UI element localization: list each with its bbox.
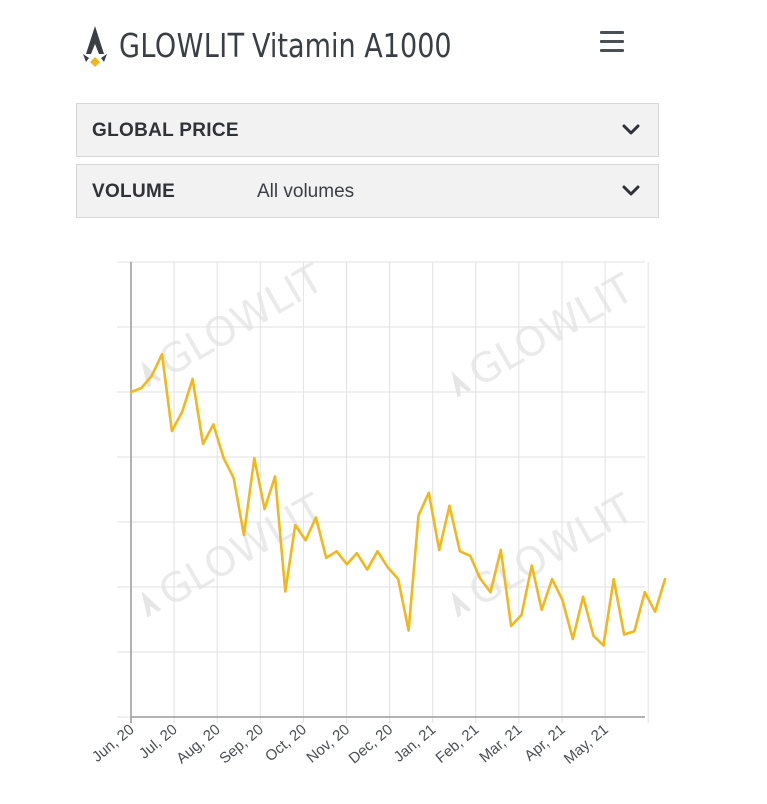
volume-dropdown[interactable]: VOLUME All volumes bbox=[76, 164, 659, 218]
data-point bbox=[653, 610, 657, 613]
data-point bbox=[181, 410, 184, 413]
data-point bbox=[478, 577, 482, 580]
grid-lines bbox=[117, 261, 649, 723]
data-point bbox=[263, 507, 266, 511]
series-line-0 bbox=[129, 352, 667, 647]
series-layer bbox=[129, 352, 667, 647]
global-price-label: GLOBAL PRICE bbox=[92, 120, 239, 141]
data-point bbox=[129, 390, 133, 394]
data-point bbox=[160, 353, 164, 356]
data-point bbox=[335, 550, 338, 553]
x-tick-label: Jan, 21 bbox=[391, 721, 440, 766]
data-point bbox=[355, 552, 359, 555]
data-point bbox=[232, 476, 235, 479]
volume-value: All volumes bbox=[257, 181, 355, 202]
data-point bbox=[304, 539, 307, 542]
data-point bbox=[314, 516, 318, 519]
data-point bbox=[509, 624, 513, 628]
brand-name: GLOWLIT bbox=[119, 26, 245, 65]
x-tick-label: Mar, 21 bbox=[476, 721, 525, 766]
x-tick-label: May, 21 bbox=[561, 721, 612, 768]
product-title: Vitamin A1000 bbox=[252, 26, 452, 65]
data-point bbox=[489, 591, 492, 594]
data-point bbox=[602, 644, 605, 647]
data-point bbox=[284, 590, 287, 593]
data-point bbox=[468, 554, 472, 557]
watermark-icon bbox=[141, 591, 162, 618]
watermark-2: GLOWLIT bbox=[141, 485, 332, 618]
axes bbox=[130, 262, 645, 723]
x-tick-label: Feb, 21 bbox=[432, 721, 482, 767]
data-point bbox=[581, 595, 585, 598]
data-point bbox=[520, 613, 523, 617]
data-point bbox=[294, 524, 297, 527]
watermark-icon bbox=[451, 591, 472, 618]
x-tick-label: Jun, 20 bbox=[89, 721, 138, 766]
x-tick-label: Sep, 20 bbox=[216, 721, 267, 767]
data-point bbox=[386, 566, 390, 569]
data-point bbox=[407, 629, 410, 632]
data-point bbox=[448, 504, 451, 507]
data-point bbox=[201, 442, 205, 446]
data-point bbox=[365, 568, 369, 571]
x-tick-label: Oct, 20 bbox=[262, 721, 310, 765]
watermark-icon bbox=[451, 371, 472, 398]
data-point bbox=[643, 591, 646, 594]
data-point bbox=[191, 377, 194, 381]
data-point bbox=[222, 457, 225, 460]
chevron-down-icon bbox=[622, 124, 640, 135]
data-point bbox=[612, 578, 615, 581]
hamburger-menu-icon[interactable] bbox=[596, 30, 628, 58]
data-point bbox=[397, 578, 400, 581]
data-point bbox=[571, 637, 574, 641]
watermark-layer: GLOWLIT GLOWLIT GLOWLIT GLOWLIT bbox=[141, 255, 642, 618]
data-point bbox=[540, 608, 543, 611]
x-tick-label: Dec, 20 bbox=[346, 721, 397, 767]
watermark-text: GLOWLIT bbox=[461, 485, 642, 616]
data-point bbox=[345, 563, 349, 566]
volume-label: VOLUME bbox=[92, 181, 176, 202]
logo[interactable] bbox=[78, 24, 112, 68]
data-point bbox=[592, 634, 595, 637]
data-point bbox=[150, 374, 153, 377]
data-point bbox=[376, 550, 379, 553]
watermark-1: GLOWLIT bbox=[451, 265, 642, 398]
watermark-text: GLOWLIT bbox=[151, 485, 332, 616]
data-point bbox=[633, 630, 636, 633]
chevron-down-icon bbox=[622, 185, 640, 196]
data-point bbox=[273, 475, 277, 478]
data-point bbox=[663, 578, 667, 581]
data-point bbox=[242, 533, 246, 537]
data-point bbox=[427, 491, 431, 494]
x-tick-label: Aug, 20 bbox=[173, 721, 224, 767]
data-point bbox=[561, 598, 564, 602]
x-tick-label: Apr, 21 bbox=[521, 721, 568, 765]
data-point bbox=[170, 429, 174, 433]
header: GLOWLIT Vitamin A1000 bbox=[0, 0, 767, 92]
data-point bbox=[417, 514, 420, 517]
watermark-text: GLOWLIT bbox=[151, 255, 332, 386]
global-price-dropdown[interactable]: GLOBAL PRICE bbox=[76, 103, 659, 157]
data-point bbox=[530, 564, 534, 567]
data-point bbox=[437, 548, 441, 552]
data-point bbox=[325, 556, 328, 559]
data-point bbox=[499, 548, 502, 552]
watermark-text: GLOWLIT bbox=[461, 265, 642, 396]
data-point bbox=[550, 578, 554, 581]
x-tick-label: Nov, 20 bbox=[303, 721, 353, 767]
data-point bbox=[253, 457, 256, 460]
data-point bbox=[458, 550, 462, 553]
data-point bbox=[140, 386, 143, 390]
data-point bbox=[622, 633, 626, 636]
glowlit-rocket-icon bbox=[83, 26, 107, 67]
data-point bbox=[212, 423, 215, 426]
price-chart[interactable]: GLOWLIT GLOWLIT GLOWLIT GLOWLIT Jun, 20Jul,… bbox=[0, 240, 767, 804]
